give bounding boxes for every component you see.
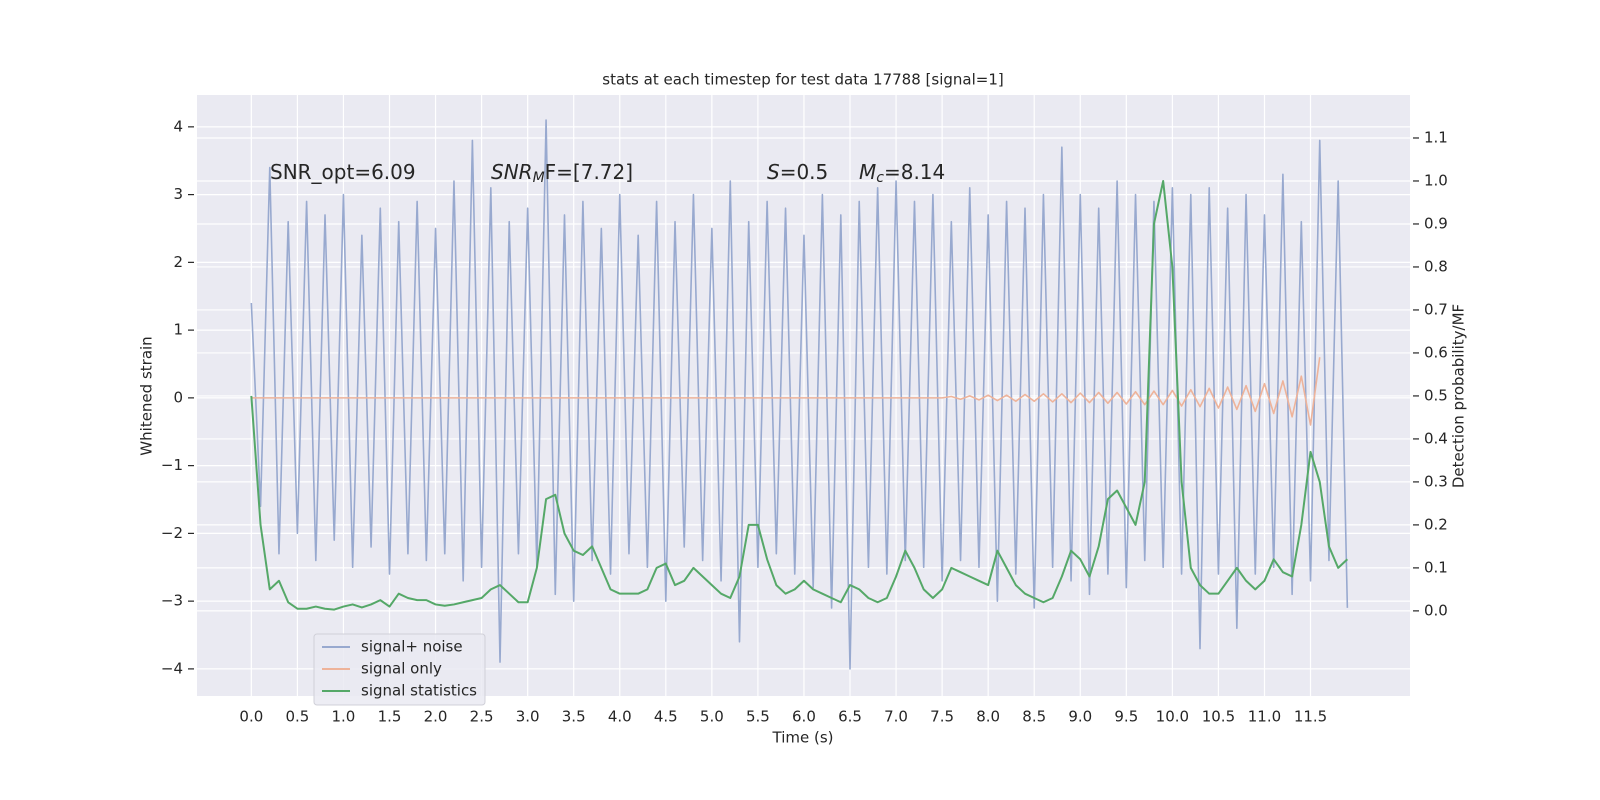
legend: signal+ noise signal only signal statistic… xyxy=(313,633,486,706)
x-tick-label: 8.5 xyxy=(1022,708,1046,726)
y-axis-label: Whitened strain xyxy=(138,336,156,455)
x-tick-label: 2.0 xyxy=(424,708,448,726)
series-line xyxy=(250,179,1349,611)
x-tick-label: 11.5 xyxy=(1294,708,1327,726)
x-tick-label: 7.0 xyxy=(884,708,908,726)
y2-tick-label: 0.2 xyxy=(1424,515,1448,533)
x-tick-label: 0.5 xyxy=(285,708,309,726)
x-tick-label: 2.5 xyxy=(470,708,494,726)
x-tick-label: 9.0 xyxy=(1068,708,1092,726)
x-tick-label: 11.0 xyxy=(1248,708,1281,726)
y-tick-label: 2 xyxy=(173,253,183,271)
legend-box xyxy=(313,633,486,706)
annotation: SNRMF=[7.72] xyxy=(491,160,633,187)
x-tick-label: 10.0 xyxy=(1156,708,1189,726)
y-tick-label: −4 xyxy=(161,659,183,677)
annotation-part: =0.5 xyxy=(780,160,829,184)
y-tick-label: −3 xyxy=(161,592,183,610)
y2-tick-label: 0.0 xyxy=(1424,601,1448,619)
y2-tick-label: 0.1 xyxy=(1424,558,1448,576)
y-tick-label: 0 xyxy=(173,388,183,406)
x-tick-label: 0.0 xyxy=(239,708,263,726)
annotation: SNR_opt=6.09 xyxy=(270,160,416,184)
y-tick-label: 4 xyxy=(173,117,183,135)
y2-tick-label: 0.4 xyxy=(1424,429,1448,447)
y2-tick-label: 0.7 xyxy=(1424,300,1448,318)
x-axis-label: Time (s) xyxy=(772,729,834,747)
legend-label: signal+ noise xyxy=(361,638,463,656)
x-tick-label: 10.5 xyxy=(1202,708,1235,726)
y2-tick-label: 0.8 xyxy=(1424,257,1448,275)
x-tick-label: 4.5 xyxy=(654,708,678,726)
annotation: Mc=8.14 xyxy=(859,160,945,187)
annotation-part: c xyxy=(876,170,884,186)
x-tick-label: 7.5 xyxy=(930,708,954,726)
x-tick-label: 3.0 xyxy=(516,708,540,726)
series-line xyxy=(250,119,1349,670)
annotation: S=0.5 xyxy=(767,160,828,184)
annotation-part: SNR xyxy=(491,160,533,184)
x-tick-label: 5.5 xyxy=(746,708,770,726)
x-tick-label: 4.0 xyxy=(608,708,632,726)
y2-tick-label: 1.0 xyxy=(1424,171,1448,189)
x-tick-label: 6.5 xyxy=(838,708,862,726)
x-tick-label: 6.0 xyxy=(792,708,816,726)
x-tick-label: 3.5 xyxy=(562,708,586,726)
annotation-part: F=[7.72] xyxy=(545,160,633,184)
y-tick-label: −2 xyxy=(161,524,183,542)
annotation-part: =8.14 xyxy=(884,160,945,184)
y2-tick-label: 0.9 xyxy=(1424,214,1448,232)
y-tick-label: −1 xyxy=(161,456,183,474)
y-tick-label: 1 xyxy=(173,321,183,339)
annotation-part: M xyxy=(859,160,876,184)
annotation-part: S xyxy=(767,160,780,184)
y2-tick-label: 1.1 xyxy=(1424,128,1448,146)
y-tick-label: 3 xyxy=(173,185,183,203)
x-tick-label: 5.0 xyxy=(700,708,724,726)
annotation-part: M xyxy=(533,170,545,186)
y2-tick-label: 0.5 xyxy=(1424,386,1448,404)
x-tick-label: 1.5 xyxy=(378,708,402,726)
x-tick-label: 1.0 xyxy=(332,708,356,726)
x-tick-label: 8.0 xyxy=(976,708,1000,726)
legend-label: signal statistics xyxy=(361,682,477,700)
y2-tick-label: 0.3 xyxy=(1424,472,1448,490)
annotation-part: SNR_opt=6.09 xyxy=(270,160,416,184)
series-line xyxy=(251,357,1321,426)
y2-axis-label: Detection probability/MF xyxy=(1450,304,1468,488)
y2-tick-label: 0.6 xyxy=(1424,343,1448,361)
legend-label: signal only xyxy=(361,660,442,678)
chart-title: stats at each timestep for test data 177… xyxy=(602,71,1003,89)
x-tick-label: 9.5 xyxy=(1114,708,1138,726)
